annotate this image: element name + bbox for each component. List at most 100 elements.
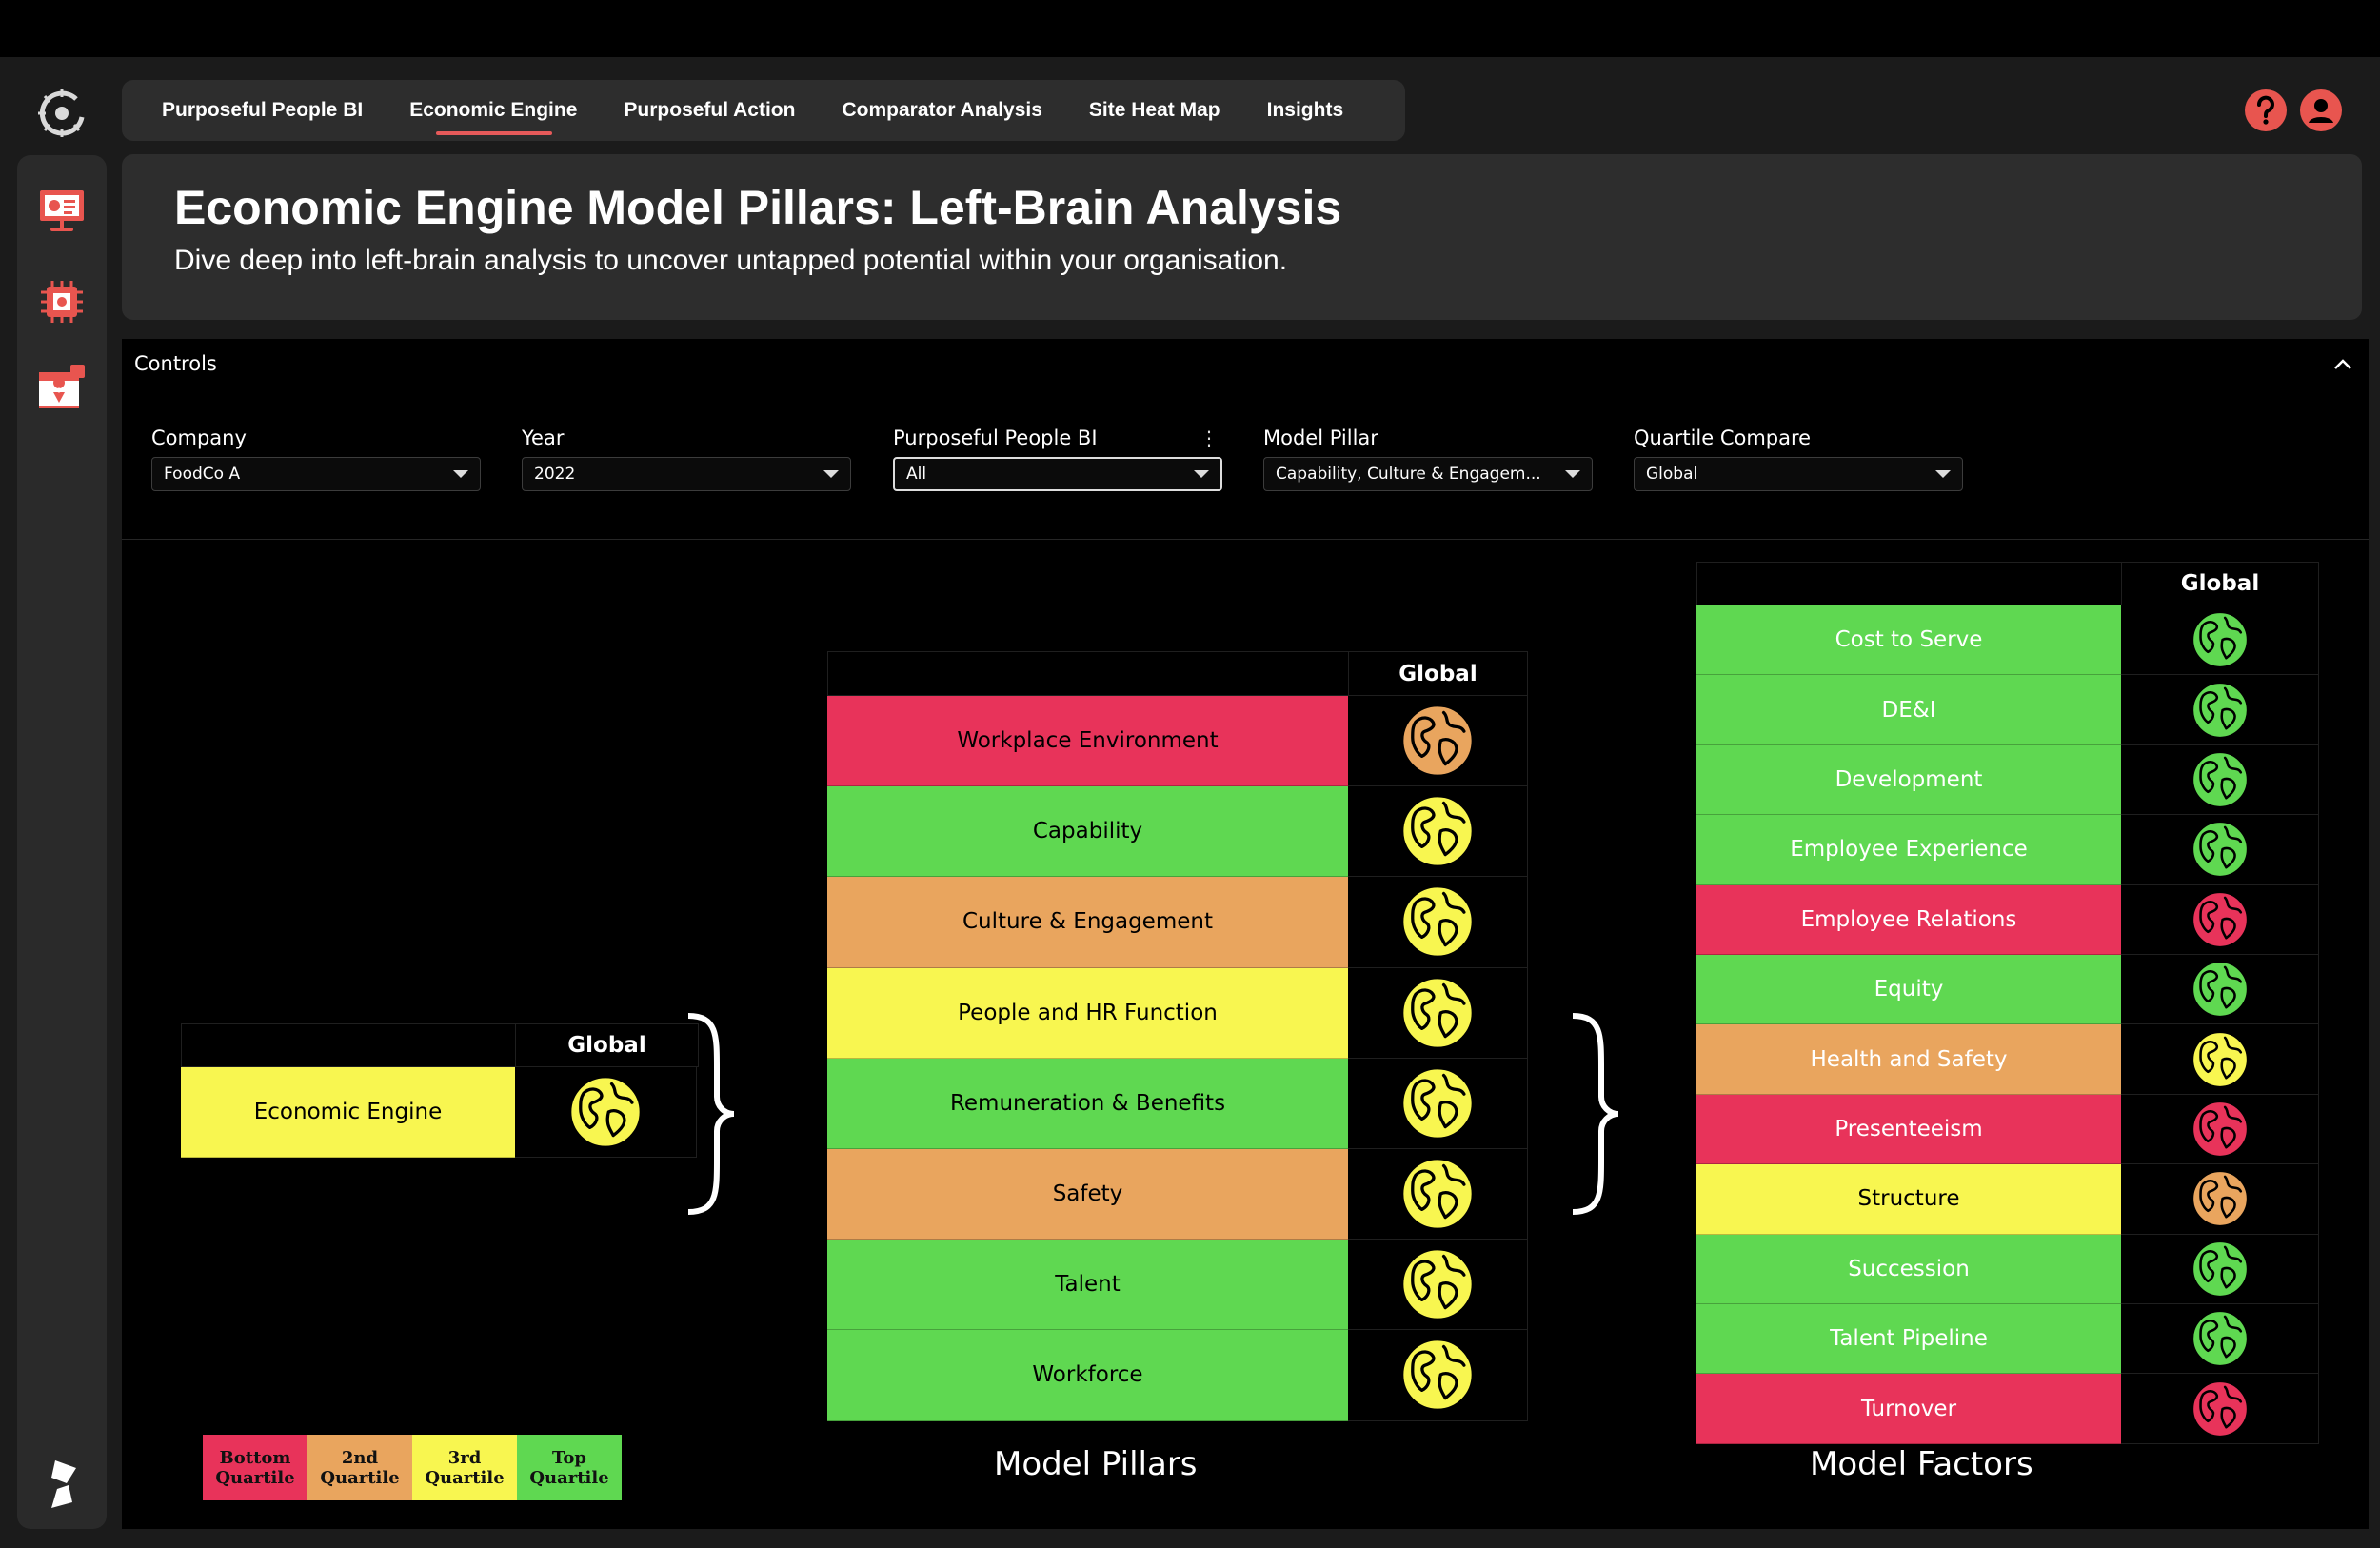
- app-logo-icon[interactable]: [34, 86, 89, 141]
- legend-item: Bottom Quartile: [203, 1435, 307, 1500]
- help-button[interactable]: [2245, 89, 2287, 131]
- user-button[interactable]: [2300, 89, 2342, 131]
- globe-cell: [2121, 1234, 2319, 1304]
- window-top-strip: [0, 0, 2380, 57]
- row-label: Culture & Engagement: [827, 877, 1348, 968]
- table-row: Remuneration & Benefits: [827, 1058, 1528, 1149]
- row-label: Remuneration & Benefits: [827, 1058, 1348, 1149]
- controls-section-label[interactable]: Controls: [134, 352, 217, 375]
- table-row: Turnover: [1696, 1374, 2319, 1444]
- controls-divider: [122, 539, 2369, 540]
- globe-cell: [1348, 1240, 1528, 1331]
- table-row: Cost to Serve: [1696, 605, 2319, 676]
- globe-icon: [1399, 1156, 1476, 1232]
- globe-icon: [1399, 883, 1476, 961]
- table-row: Economic Engine: [181, 1067, 697, 1158]
- page-header: Economic Engine Model Pillars: Left-Brai…: [122, 154, 2362, 320]
- sidebar-item-presentation[interactable]: [33, 182, 90, 239]
- table-row: Health and Safety: [1696, 1024, 2319, 1095]
- table-row: Talent: [827, 1240, 1528, 1331]
- row-label: DE&I: [1696, 675, 2121, 745]
- table-header: Global: [181, 1023, 699, 1067]
- table-row: Presenteeism: [1696, 1094, 2319, 1165]
- tab-purposeful-people-bi[interactable]: Purposeful People BI: [162, 99, 364, 121]
- table-row: Workplace Environment: [827, 696, 1528, 787]
- globe-cell: [1348, 967, 1528, 1059]
- globe-icon: [1399, 1246, 1476, 1323]
- globe-cell: [2121, 884, 2319, 955]
- globe-icon: [1399, 793, 1476, 870]
- economic-engine-table: Global Economic Engine: [181, 1023, 699, 1158]
- help-icon: [2257, 95, 2274, 125]
- globe-cell: [1348, 786, 1528, 878]
- globe-icon: [1399, 1065, 1476, 1141]
- presentation-icon: [40, 190, 84, 231]
- row-label: People and HR Function: [827, 967, 1348, 1059]
- table-row: DE&I: [1696, 675, 2319, 745]
- globe-icon: [2190, 1099, 2250, 1160]
- more-options-icon[interactable]: ⋮: [1200, 427, 1219, 449]
- calendar-pin-icon: [39, 365, 85, 408]
- row-label: Employee Experience: [1696, 815, 2121, 885]
- tab-economic-engine[interactable]: Economic Engine: [409, 99, 578, 135]
- globe-cell: [1348, 1149, 1528, 1240]
- globe-icon: [2190, 1169, 2250, 1229]
- row-label: Development: [1696, 744, 2121, 816]
- row-label: Safety: [827, 1149, 1348, 1240]
- chevron-up-icon[interactable]: [2329, 350, 2357, 379]
- row-label: Economic Engine: [181, 1067, 515, 1158]
- page-title: Economic Engine Model Pillars: Left-Brai…: [174, 181, 1342, 234]
- table-header: Global: [827, 651, 1528, 696]
- brace-connector: [687, 1013, 735, 1215]
- company-value: FoodCo A: [164, 465, 241, 484]
- tab-site-heat-map[interactable]: Site Heat Map: [1088, 99, 1220, 121]
- global-column-header: Global: [2180, 571, 2260, 596]
- row-label: Cost to Serve: [1696, 605, 2121, 676]
- year-select[interactable]: 2022: [522, 457, 851, 491]
- globe-cell: [2121, 1304, 2319, 1375]
- year-label: Year: [522, 427, 565, 449]
- company-label: Company: [151, 427, 247, 449]
- table-row: People and HR Function: [827, 967, 1528, 1059]
- globe-icon: [1399, 703, 1476, 779]
- tab-comparator-analysis[interactable]: Comparator Analysis: [842, 99, 1042, 121]
- company-select[interactable]: FoodCo A: [151, 457, 481, 491]
- tab-insights[interactable]: Insights: [1266, 99, 1344, 121]
- globe-cell: [1348, 1330, 1528, 1421]
- globe-icon: [2190, 749, 2250, 810]
- sidebar-item-chip[interactable]: [33, 273, 90, 330]
- globe-cell: [1348, 877, 1528, 968]
- globe-cell: [1348, 1058, 1528, 1149]
- globe-cell: [2121, 815, 2319, 885]
- legend-item: 2nd Quartile: [307, 1435, 412, 1500]
- model-pillar-control: Model Pillar Capability, Culture & Engag…: [1263, 425, 1593, 491]
- table-header: Global: [1696, 562, 2319, 605]
- ppbi-select[interactable]: All: [893, 457, 1222, 491]
- model-pillar-label: Model Pillar: [1263, 427, 1378, 449]
- row-label: Health and Safety: [1696, 1024, 2121, 1095]
- table-row: Employee Relations: [1696, 884, 2319, 955]
- table-row: Capability: [827, 786, 1528, 878]
- table-row: Talent Pipeline: [1696, 1304, 2319, 1375]
- globe-icon: [2190, 1239, 2250, 1299]
- sidebar-item-calendar[interactable]: [33, 359, 90, 416]
- table-row: Succession: [1696, 1234, 2319, 1304]
- globe-icon: [1399, 974, 1476, 1051]
- tab-purposeful-action[interactable]: Purposeful Action: [624, 99, 796, 121]
- top-nav: Purposeful People BI Economic Engine Pur…: [122, 80, 1405, 141]
- table-row: Culture & Engagement: [827, 877, 1528, 968]
- global-column-header: Global: [567, 1033, 646, 1058]
- globe-icon: [2190, 889, 2250, 949]
- quartile-compare-control: Quartile Compare Global: [1634, 425, 1963, 491]
- app-logo-icon[interactable]: [38, 1455, 86, 1512]
- quartile-legend: Bottom Quartile 2nd Quartile 3rd Quartil…: [203, 1435, 622, 1500]
- model-pillars-table: Global Workplace Environment Capability Cu…: [827, 651, 1528, 1421]
- year-value: 2022: [534, 465, 576, 484]
- model-pillar-value: Capability, Culture & Engagem...: [1276, 465, 1541, 484]
- chip-icon: [41, 281, 83, 323]
- row-label: Workplace Environment: [827, 696, 1348, 787]
- model-pillars-title: Model Pillars: [994, 1445, 1198, 1483]
- quartile-compare-select[interactable]: Global: [1634, 457, 1963, 491]
- model-pillar-select[interactable]: Capability, Culture & Engagem...: [1263, 457, 1593, 491]
- model-factors-title: Model Factors: [1810, 1445, 2033, 1483]
